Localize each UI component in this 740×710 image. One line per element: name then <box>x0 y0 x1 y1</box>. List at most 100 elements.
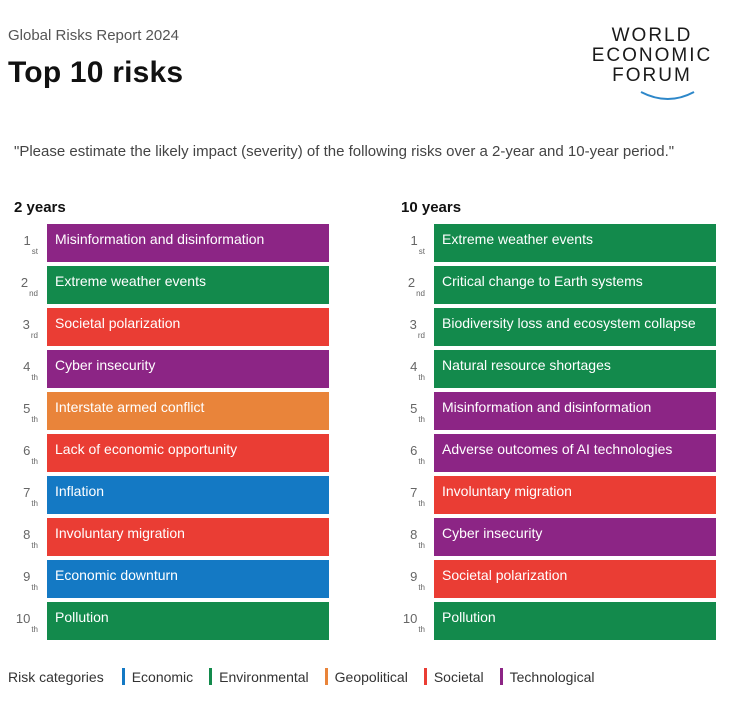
logo-line-world: WORLD <box>611 25 693 46</box>
rank-number: 10 <box>15 611 31 626</box>
risk-rank: 3rd <box>8 308 38 346</box>
rank-number: 9 <box>23 569 31 584</box>
rank-number: 8 <box>410 527 418 542</box>
legend-item: Geopolitical <box>324 668 408 685</box>
logo-line-economic: ECONOMIC <box>591 45 713 66</box>
risk-bar: Natural resource shortages <box>434 350 716 388</box>
rank-number: 2 <box>20 275 29 290</box>
risk-bar: Cyber insecurity <box>434 518 716 556</box>
page-title: Top 10 risks <box>8 56 184 89</box>
rank-number: 8 <box>23 527 31 542</box>
risk-rank: 3rd <box>395 308 425 346</box>
risk-bar: Inflation <box>47 476 329 514</box>
risk-bar: Misinformation and disinformation <box>47 224 329 262</box>
rank-suffix: nd <box>416 289 425 298</box>
rank-suffix: th <box>31 499 38 508</box>
legend-item-label: Geopolitical <box>334 668 408 685</box>
rank-suffix: nd <box>29 289 38 298</box>
rank-number: 6 <box>410 443 418 458</box>
rank-suffix: th <box>31 541 38 550</box>
risk-bar: Involuntary migration <box>434 476 716 514</box>
risk-bar: Economic downturn <box>47 560 329 598</box>
risk-bar: Societal polarization <box>434 560 716 598</box>
legend: Risk categories Economic Environmental Geo… <box>8 668 610 685</box>
rank-suffix: rd <box>417 331 425 340</box>
rank-number: 1 <box>23 233 31 248</box>
risk-bar: Pollution <box>434 602 716 640</box>
risk-rank: 2nd <box>395 266 425 304</box>
risk-rank: 1st <box>395 224 425 262</box>
rank-suffix: st <box>31 247 38 256</box>
rank-suffix: th <box>418 415 425 424</box>
rank-suffix: th <box>418 499 425 508</box>
legend-swatch <box>423 668 427 685</box>
risk-bar: Lack of economic opportunity <box>47 434 329 472</box>
legend-swatch <box>121 668 125 685</box>
column-heading-10-years: 10 years <box>401 199 462 216</box>
risk-bar: Involuntary migration <box>47 518 329 556</box>
risk-rank: 10th <box>8 602 38 640</box>
risk-bar: Misinformation and disinformation <box>434 392 716 430</box>
legend-swatch <box>324 668 328 685</box>
risk-bar: Cyber insecurity <box>47 350 329 388</box>
legend-swatch <box>209 668 213 685</box>
rank-suffix: th <box>418 583 425 592</box>
legend-item-label: Environmental <box>219 668 309 685</box>
risk-rank: 6th <box>8 434 38 472</box>
risk-rank: 4th <box>8 350 38 388</box>
risk-rank: 10th <box>395 602 425 640</box>
risk-bar: Extreme weather events <box>47 266 329 304</box>
risk-rank: 9th <box>395 560 425 598</box>
rank-number: 6 <box>23 443 31 458</box>
rank-suffix: rd <box>30 331 38 340</box>
risk-rank: 9th <box>8 560 38 598</box>
legend-item-label: Economic <box>131 668 194 685</box>
risk-rank: 7th <box>8 476 38 514</box>
wef-logo: WORLD ECONOMIC FORUM <box>586 22 718 104</box>
risk-rank: 1st <box>8 224 38 262</box>
rank-number: 2 <box>407 275 416 290</box>
risk-bar: Critical change to Earth systems <box>434 266 716 304</box>
rank-suffix: th <box>31 415 38 424</box>
risk-bar: Societal polarization <box>47 308 329 346</box>
rank-suffix: st <box>418 247 425 256</box>
rank-suffix: th <box>418 625 425 634</box>
rank-number: 7 <box>23 485 31 500</box>
risk-bar: Extreme weather events <box>434 224 716 262</box>
rank-number: 4 <box>23 359 31 374</box>
legend-item: Societal <box>423 668 484 685</box>
risk-rank: 4th <box>395 350 425 388</box>
survey-question: "Please estimate the likely impact (seve… <box>14 143 675 160</box>
risk-rank: 6th <box>395 434 425 472</box>
logo-line-forum: FORUM <box>612 65 692 86</box>
risk-rank: 2nd <box>8 266 38 304</box>
risk-bar: Biodiversity loss and ecosystem collapse <box>434 308 716 346</box>
rank-suffix: th <box>418 457 425 466</box>
rank-suffix: th <box>31 625 38 634</box>
rank-suffix: th <box>31 583 38 592</box>
risk-rank: 5th <box>8 392 38 430</box>
rank-number: 9 <box>410 569 418 584</box>
risk-bar: Pollution <box>47 602 329 640</box>
risk-rank: 8th <box>8 518 38 556</box>
risk-bar: Adverse outcomes of AI technologies <box>434 434 716 472</box>
risk-rank: 5th <box>395 392 425 430</box>
legend-label: Risk categories <box>8 668 104 685</box>
legend-item-label: Societal <box>433 668 484 685</box>
risk-bar: Interstate armed conflict <box>47 392 329 430</box>
rank-number: 3 <box>409 317 417 332</box>
rank-suffix: th <box>31 457 38 466</box>
legend-item-label: Technological <box>509 668 595 685</box>
rank-number: 10 <box>402 611 418 626</box>
rank-number: 7 <box>410 485 418 500</box>
logo-arc-icon <box>640 91 695 100</box>
column-heading-2-years: 2 years <box>14 199 66 216</box>
rank-suffix: th <box>418 541 425 550</box>
legend-swatch <box>499 668 503 685</box>
legend-item: Technological <box>499 668 595 685</box>
rank-number: 5 <box>410 401 418 416</box>
rank-number: 4 <box>410 359 418 374</box>
risk-rank: 7th <box>395 476 425 514</box>
rank-number: 1 <box>410 233 418 248</box>
rank-number: 5 <box>23 401 31 416</box>
